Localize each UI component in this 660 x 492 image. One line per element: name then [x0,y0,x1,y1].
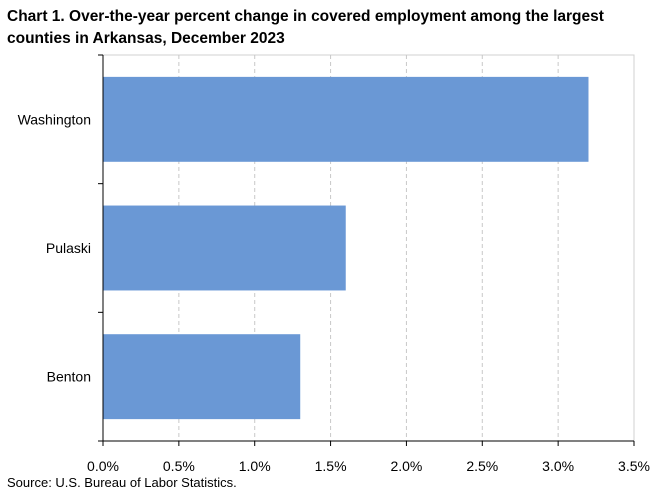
category-label: Washington [18,111,91,127]
category-labels: Washington Pulaski Benton [18,54,103,442]
bar-benton [103,334,301,420]
category-label: Benton [47,369,91,385]
x-tick-label: 0.0% [87,458,119,474]
x-tick-label: 2.5% [466,458,498,474]
x-tick-label: 3.5% [618,458,650,474]
x-axis-ticks: 0.0% 0.5% 1.0% 1.5% 2.0% 2.5% 3.0% 3.5% [87,441,650,474]
x-tick-label: 0.5% [163,458,195,474]
bars [103,76,589,420]
x-tick-label: 3.0% [542,458,574,474]
bar-pulaski [103,205,346,291]
bar-washington [103,76,589,162]
chart-title: Chart 1. Over-the-year percent change in… [7,8,604,47]
source-note: Source: U.S. Bureau of Labor Statistics. [7,475,237,490]
x-tick-label: 1.5% [315,458,347,474]
category-label: Pulaski [46,240,91,256]
x-tick-label: 1.0% [239,458,271,474]
x-tick-label: 2.0% [390,458,422,474]
